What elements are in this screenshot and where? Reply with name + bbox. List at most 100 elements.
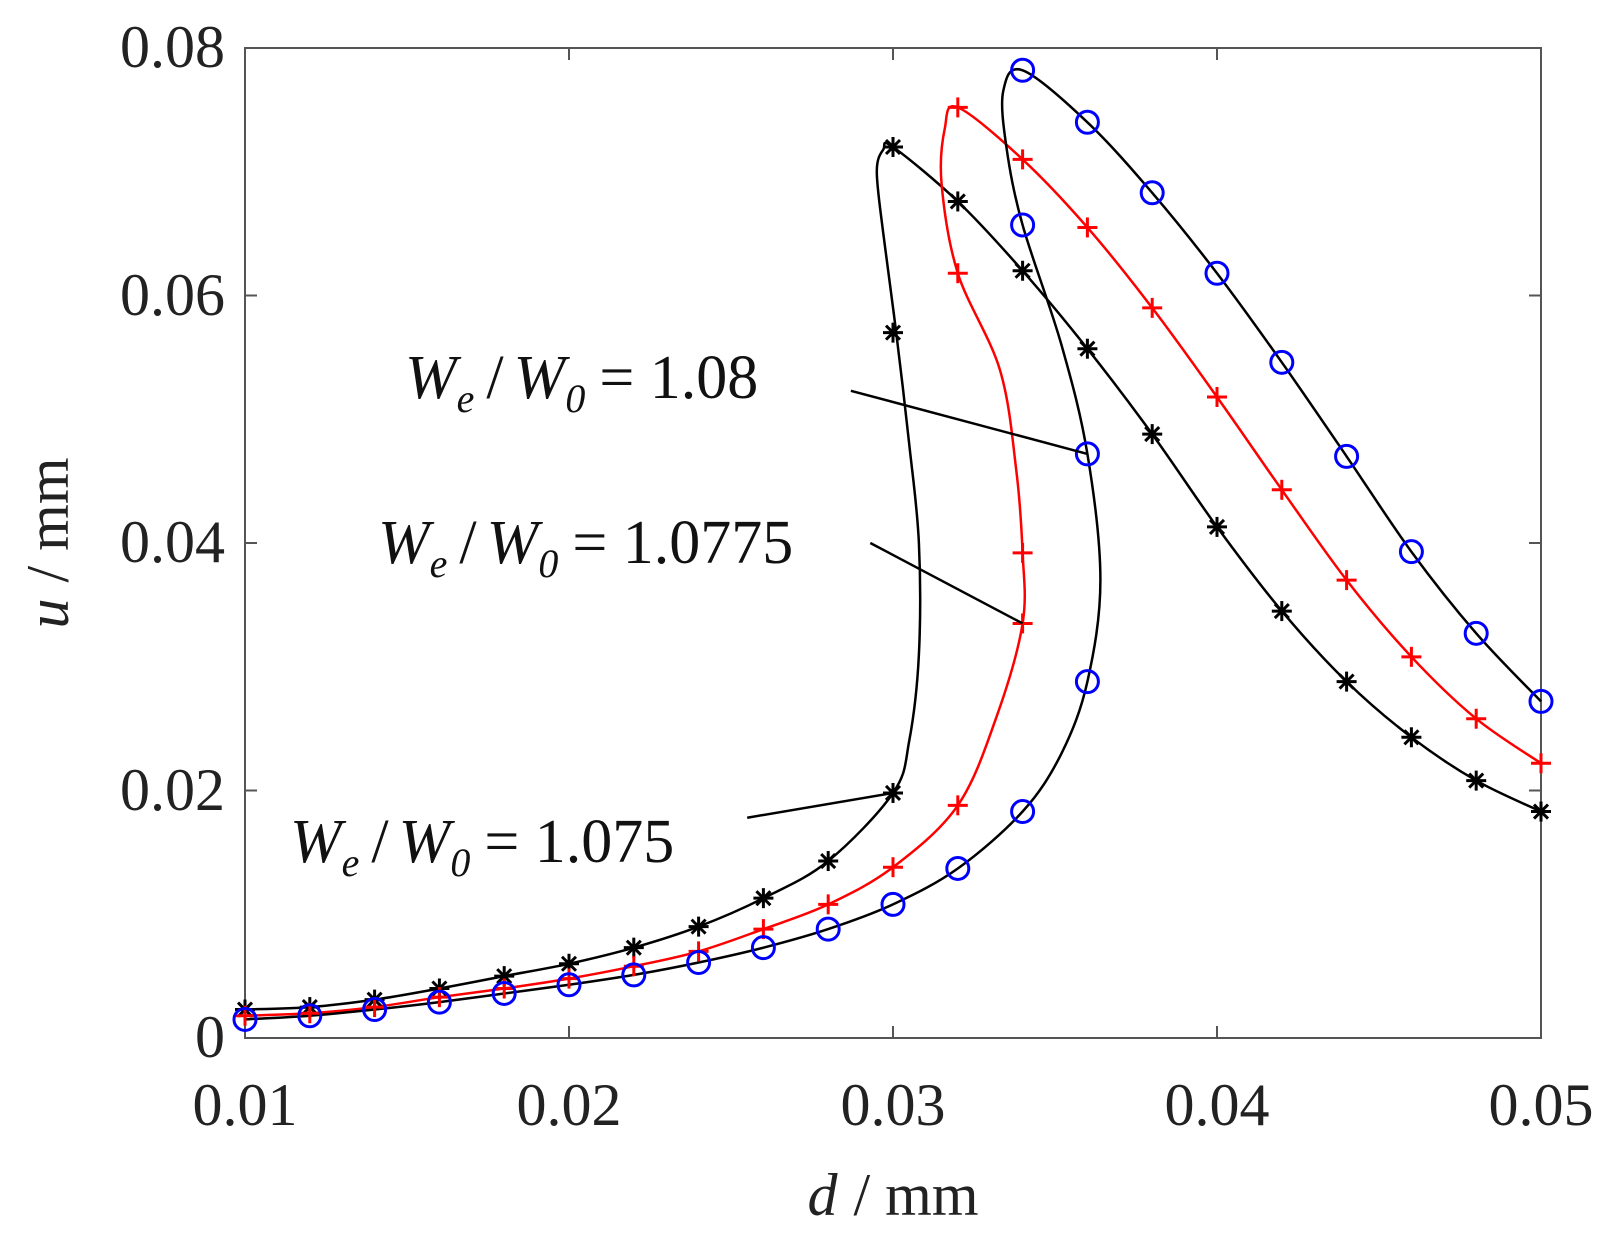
circle-marker — [1528, 688, 1554, 714]
asterisk-marker — [753, 888, 774, 909]
annotation-leader-line — [746, 791, 894, 819]
circle-marker — [945, 855, 971, 881]
plus-marker — [559, 968, 579, 989]
plus-marker — [1012, 542, 1033, 563]
plus-marker — [1336, 570, 1357, 591]
ann-var: W — [487, 509, 544, 577]
plus-marker — [364, 997, 385, 1018]
y-tick-label: 0.02 — [120, 757, 225, 823]
annotation-label-1-0775: We / W0 = 1.0775 — [378, 509, 793, 586]
circle-marker — [491, 980, 517, 1006]
plus-marker — [299, 1003, 320, 1024]
circle-marker — [880, 891, 906, 917]
x-tick-label: 0.04 — [1165, 1072, 1270, 1138]
circle-marker — [1204, 260, 1230, 286]
x-tick-label: 0.01 — [193, 1072, 298, 1138]
y-tick-label: 0.08 — [120, 14, 225, 80]
circle-marker — [1010, 799, 1036, 825]
circle-marker — [621, 962, 647, 988]
circle-marker — [1074, 109, 1100, 135]
ann-sub: e — [457, 376, 475, 421]
circle-marker — [750, 935, 776, 961]
ann-sub: 0 — [450, 840, 470, 885]
x-tick-label: 0.02 — [517, 1072, 622, 1138]
asterisk-marker — [1336, 671, 1357, 692]
y-tick-label: 0.06 — [120, 262, 225, 328]
annotation-leader-line — [869, 541, 1024, 625]
plus-marker — [1531, 753, 1551, 774]
asterisk-marker — [883, 137, 903, 157]
circle-marker — [556, 972, 582, 998]
asterisk-marker — [559, 953, 579, 974]
circle-marker — [1074, 669, 1100, 695]
circle-marker — [1074, 441, 1100, 467]
x-axis-label: d / mm — [807, 1162, 978, 1228]
x-tick-labels: 0.01 0.02 0.03 0.04 0.05 — [193, 1072, 1594, 1138]
plus-marker — [1142, 297, 1163, 318]
ann-sub: 0 — [538, 541, 558, 586]
circle-marker — [362, 997, 388, 1023]
tick-marks — [244, 47, 1542, 1039]
ann-var: W — [290, 808, 347, 876]
y-tick-label: 0.04 — [120, 509, 225, 575]
ann-var: W — [399, 808, 456, 876]
y-tick-label: 0 — [195, 1004, 225, 1070]
asterisk-marker — [1271, 601, 1292, 622]
asterisk-marker — [1466, 770, 1487, 791]
asterisk-marker — [818, 851, 839, 872]
circle-marker — [1139, 180, 1165, 206]
circle-marker — [686, 950, 712, 976]
y-axis-label: u / mm — [15, 457, 81, 628]
annotation-leaders — [746, 389, 1088, 819]
ann-var: W — [405, 344, 462, 412]
asterisk-marker — [883, 322, 903, 343]
ann-value: = 1.0775 — [572, 509, 793, 577]
ann-var: W — [514, 344, 571, 412]
asterisk-marker — [623, 937, 644, 958]
ann-sep: / — [459, 509, 477, 577]
annotation-label-1-075: We / W0 = 1.075 — [290, 808, 674, 885]
ann-var: W — [378, 509, 435, 577]
circle-marker — [1010, 57, 1036, 83]
plus-marker — [818, 894, 839, 915]
ann-sep: / — [371, 808, 389, 876]
plus-marker — [1271, 479, 1292, 500]
x-tick-label: 0.05 — [1489, 1072, 1594, 1138]
x-axis-variable: d — [807, 1162, 838, 1228]
asterisk-marker — [947, 191, 968, 212]
plus-marker — [947, 795, 968, 816]
circle-marker — [232, 1006, 258, 1032]
asterisk-marker — [1207, 516, 1227, 537]
plus-marker — [1466, 708, 1487, 729]
plus-marker — [1077, 217, 1098, 238]
circle-marker — [1398, 539, 1424, 565]
asterisk-marker — [1142, 424, 1163, 445]
y-axis-unit: / mm — [15, 457, 81, 582]
ann-value: = 1.08 — [599, 344, 758, 412]
asterisk-marker — [1401, 727, 1422, 748]
x-tick-label: 0.03 — [841, 1072, 946, 1138]
circle-marker — [426, 989, 452, 1015]
series-line-circle — [244, 67, 1542, 1021]
ann-sep: / — [486, 344, 504, 412]
series-markers — [232, 57, 1554, 1032]
circle-marker — [1010, 212, 1036, 238]
annotation-label-1-08: We / W0 = 1.08 — [405, 344, 758, 421]
ann-sub: e — [430, 541, 448, 586]
circle-marker — [297, 1003, 323, 1029]
asterisk-marker — [1012, 260, 1033, 281]
plus-marker — [1401, 646, 1422, 667]
circle-marker — [1463, 620, 1489, 646]
asterisk-marker — [1077, 338, 1098, 359]
ann-value: = 1.075 — [484, 808, 674, 876]
plus-marker — [1207, 386, 1227, 407]
plus-marker — [947, 97, 968, 118]
ann-sub: 0 — [565, 376, 585, 421]
circle-marker — [815, 916, 841, 942]
asterisk-marker — [688, 916, 709, 937]
x-axis-unit: / mm — [853, 1162, 978, 1228]
y-tick-labels: 0 0.02 0.04 0.06 0.08 — [120, 14, 225, 1070]
plus-marker — [883, 857, 903, 878]
circle-marker — [1334, 443, 1360, 469]
